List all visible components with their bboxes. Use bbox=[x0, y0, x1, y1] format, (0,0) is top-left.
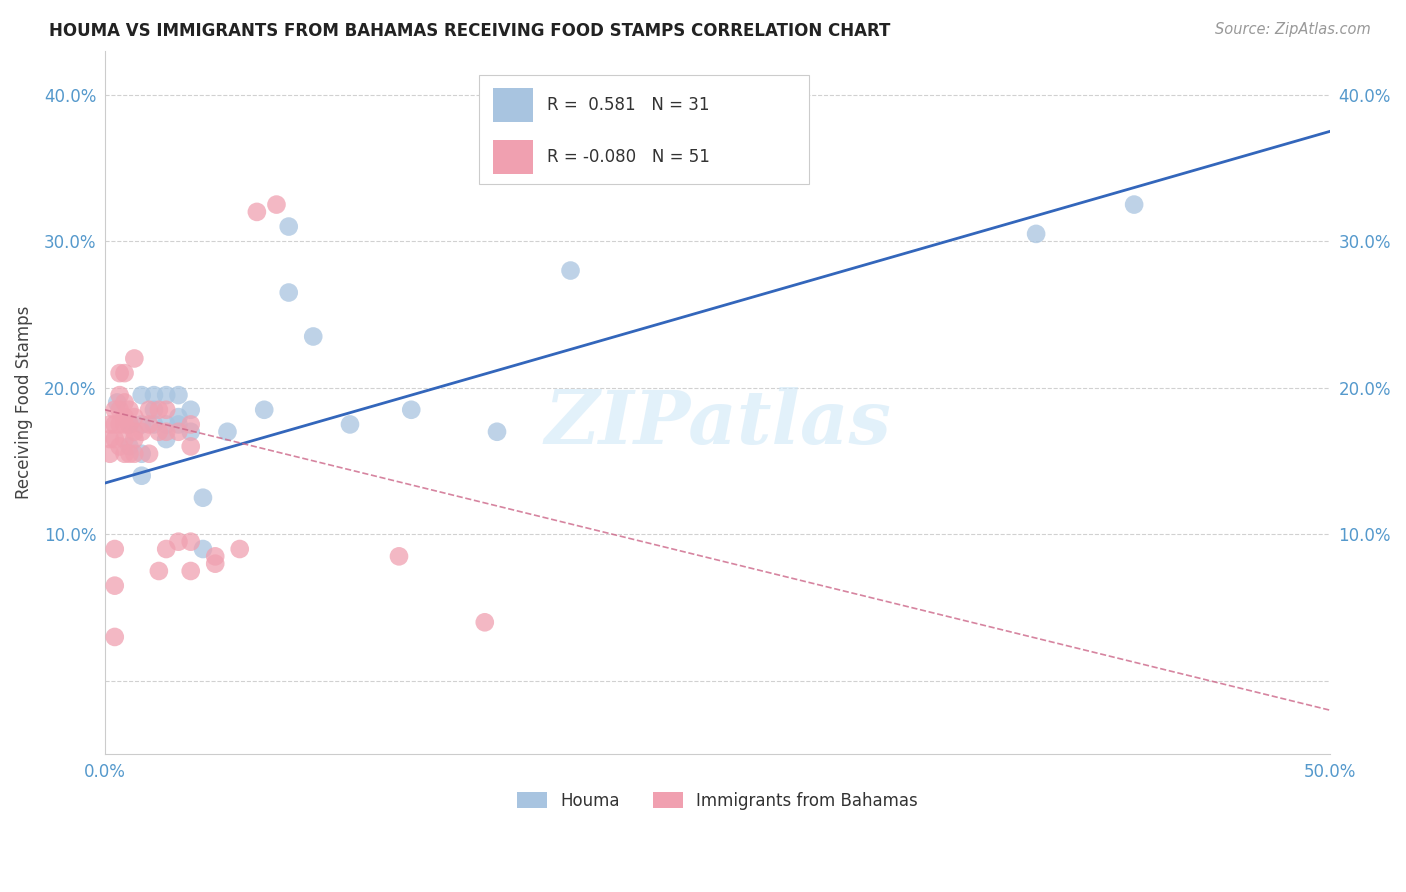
Point bbox=[1123, 197, 1146, 211]
Point bbox=[253, 402, 276, 417]
Point bbox=[124, 432, 146, 446]
Point bbox=[138, 402, 160, 417]
Point bbox=[277, 285, 299, 300]
Point bbox=[114, 417, 136, 432]
Point bbox=[138, 417, 160, 432]
Point bbox=[118, 417, 141, 432]
Point bbox=[131, 388, 153, 402]
Point bbox=[180, 564, 202, 578]
Point bbox=[131, 447, 153, 461]
Point bbox=[180, 417, 202, 432]
Point bbox=[167, 410, 190, 425]
Point bbox=[180, 439, 202, 453]
Point bbox=[148, 402, 170, 417]
Point bbox=[114, 447, 136, 461]
Point bbox=[118, 402, 141, 417]
Point bbox=[124, 425, 146, 439]
Point bbox=[98, 417, 121, 432]
Point bbox=[148, 564, 170, 578]
Point bbox=[118, 439, 141, 453]
Point bbox=[118, 417, 141, 432]
Point bbox=[98, 447, 121, 461]
Point bbox=[104, 432, 127, 446]
Point bbox=[131, 425, 153, 439]
Point bbox=[180, 425, 202, 439]
Point bbox=[155, 417, 177, 432]
Point bbox=[302, 329, 325, 343]
Point bbox=[180, 534, 202, 549]
Point bbox=[118, 447, 141, 461]
Point bbox=[339, 417, 361, 432]
Point bbox=[485, 425, 508, 439]
Point bbox=[167, 388, 190, 402]
Point bbox=[104, 541, 127, 556]
Point bbox=[104, 417, 127, 432]
Point bbox=[217, 425, 239, 439]
Point bbox=[138, 447, 160, 461]
Text: R = -0.080   N = 51: R = -0.080 N = 51 bbox=[547, 148, 710, 166]
Point bbox=[131, 417, 153, 432]
Point bbox=[560, 263, 582, 277]
FancyBboxPatch shape bbox=[494, 88, 533, 121]
Point bbox=[167, 534, 190, 549]
Point bbox=[104, 579, 127, 593]
Point bbox=[114, 366, 136, 380]
Text: HOUMA VS IMMIGRANTS FROM BAHAMAS RECEIVING FOOD STAMPS CORRELATION CHART: HOUMA VS IMMIGRANTS FROM BAHAMAS RECEIVI… bbox=[49, 22, 890, 40]
Point bbox=[114, 395, 136, 409]
Point bbox=[124, 447, 146, 461]
Point bbox=[105, 395, 128, 409]
Text: R =  0.581   N = 31: R = 0.581 N = 31 bbox=[547, 95, 710, 114]
FancyBboxPatch shape bbox=[494, 140, 533, 174]
Legend: Houma, Immigrants from Bahamas: Houma, Immigrants from Bahamas bbox=[510, 785, 925, 816]
Point bbox=[114, 410, 136, 425]
Point bbox=[104, 402, 127, 417]
Point bbox=[266, 197, 288, 211]
Point bbox=[98, 432, 121, 446]
Point bbox=[388, 549, 411, 564]
Point bbox=[191, 541, 214, 556]
Point bbox=[155, 425, 177, 439]
Point bbox=[155, 432, 177, 446]
Point bbox=[108, 439, 131, 453]
Point bbox=[124, 410, 146, 425]
Point bbox=[155, 402, 177, 417]
Point bbox=[246, 205, 269, 219]
Text: Source: ZipAtlas.com: Source: ZipAtlas.com bbox=[1215, 22, 1371, 37]
Point bbox=[204, 557, 226, 571]
Text: ZIPatlas: ZIPatlas bbox=[544, 387, 891, 459]
Point bbox=[167, 425, 190, 439]
Point bbox=[191, 491, 214, 505]
FancyBboxPatch shape bbox=[478, 75, 810, 185]
Point bbox=[228, 541, 250, 556]
Point bbox=[204, 549, 226, 564]
Point bbox=[124, 351, 146, 366]
Point bbox=[155, 388, 177, 402]
Point bbox=[155, 541, 177, 556]
Point bbox=[180, 402, 202, 417]
Point bbox=[131, 468, 153, 483]
Point bbox=[108, 402, 131, 417]
Point bbox=[108, 388, 131, 402]
Point bbox=[108, 417, 131, 432]
Point bbox=[399, 402, 422, 417]
Point bbox=[142, 402, 165, 417]
Point bbox=[104, 630, 127, 644]
Point bbox=[108, 366, 131, 380]
Point bbox=[474, 615, 496, 630]
Point bbox=[277, 219, 299, 234]
Point bbox=[114, 432, 136, 446]
Point bbox=[142, 388, 165, 402]
Y-axis label: Receiving Food Stamps: Receiving Food Stamps bbox=[15, 306, 32, 500]
Point bbox=[167, 417, 190, 432]
Point bbox=[148, 425, 170, 439]
Point bbox=[142, 417, 165, 432]
Point bbox=[1025, 227, 1047, 241]
